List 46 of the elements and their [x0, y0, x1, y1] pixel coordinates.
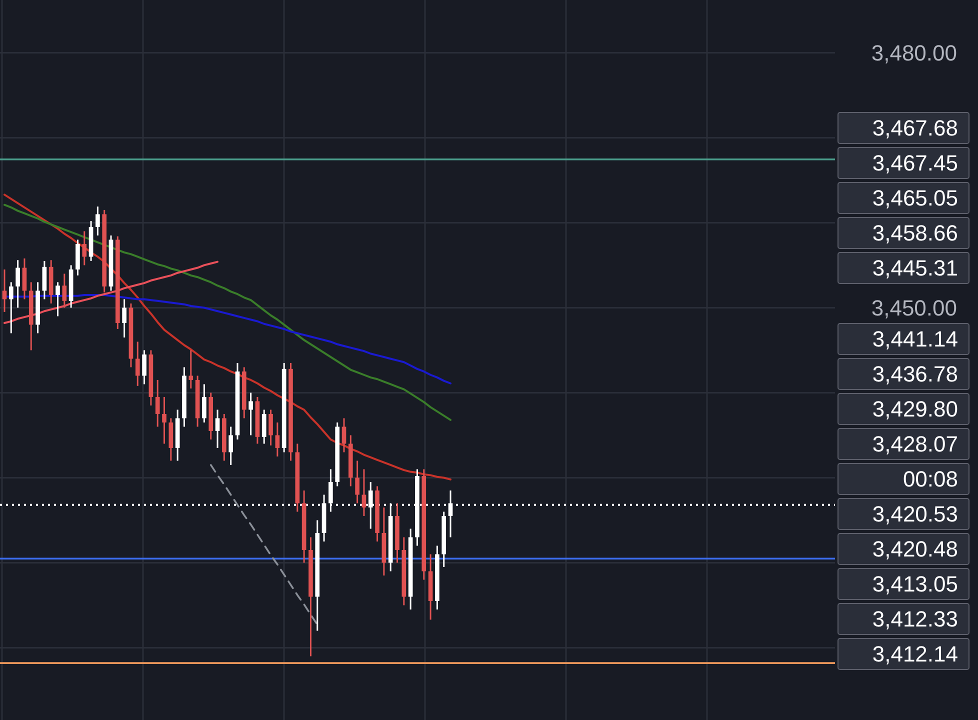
text: 3,420.48 [872, 536, 958, 562]
text: 3,436.78 [872, 362, 958, 387]
candlestick [262, 408, 266, 444]
candlestick [355, 460, 360, 504]
y-tick-label: 3,450.00 [871, 295, 957, 320]
candlestick [162, 396, 166, 444]
text: 3,413.05 [872, 572, 958, 597]
text: 3,429.80 [872, 396, 958, 422]
candlestick [448, 490, 453, 538]
candlestick [8, 281, 14, 334]
candlestick [342, 417, 346, 453]
text: 3,467.68 [872, 116, 958, 141]
text: 3,420.53 [872, 502, 958, 527]
candlestick [268, 408, 273, 446]
candlestick [202, 383, 206, 424]
text: 3,445.31 [872, 256, 958, 281]
candlestick [62, 272, 67, 308]
text: 00:08 [902, 466, 958, 492]
candlestick [215, 408, 220, 449]
text: 3,412.33 [872, 606, 958, 632]
text: 3,465.05 [872, 186, 958, 211]
candlestick [188, 349, 194, 390]
text: 3,441.14 [872, 326, 958, 352]
candlestick [228, 426, 233, 466]
line-series [3, 204, 452, 421]
candlestick [22, 258, 27, 300]
candlestick [2, 268, 7, 313]
text: 3,412.14 [872, 642, 958, 667]
line-series [3, 194, 452, 480]
candlestick [56, 281, 60, 317]
line-series [210, 464, 318, 626]
text: 3,428.07 [872, 432, 958, 457]
text: 3,467.45 [872, 150, 958, 176]
candlestick [135, 340, 140, 387]
candlestick [142, 349, 146, 385]
candlestick [155, 379, 160, 428]
candlestick [96, 206, 100, 236]
text: 3,458.66 [872, 220, 958, 246]
y-tick-label: 3,480.00 [871, 40, 957, 66]
candlestick [82, 230, 87, 266]
candlestick [275, 422, 280, 458]
candlestick [362, 468, 366, 517]
candlestick [122, 298, 126, 338]
candlestick [248, 392, 253, 436]
candlestick [42, 260, 47, 300]
candlestick [16, 259, 20, 308]
